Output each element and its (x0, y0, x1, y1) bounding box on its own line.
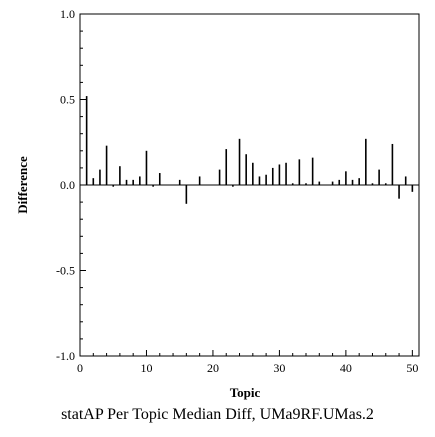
y-axis-label: Difference (15, 156, 30, 214)
y-tick-label: -1.0 (56, 349, 75, 363)
y-tick-label: -0.5 (56, 264, 75, 278)
x-tick-label: 10 (140, 361, 152, 375)
y-tick-label: 0.5 (60, 93, 75, 107)
y-tick-label: 0.0 (60, 178, 75, 192)
x-tick-label: 20 (207, 361, 219, 375)
x-tick-label: 0 (77, 361, 83, 375)
figure-caption: statAP Per Topic Median Diff, UMa9RF.UMa… (61, 406, 374, 423)
x-axis-label: Topic (230, 385, 261, 400)
x-tick-label: 40 (340, 361, 352, 375)
y-tick-label: 1.0 (60, 7, 75, 21)
y-axis: 1.0 0.5 0.0 -0.5 -1.0 (56, 7, 86, 363)
bars (85, 96, 414, 204)
x-tick-label: 30 (273, 361, 285, 375)
x-tick-label: 50 (406, 361, 418, 375)
x-axis: 0 10 20 30 40 50 (77, 350, 418, 375)
